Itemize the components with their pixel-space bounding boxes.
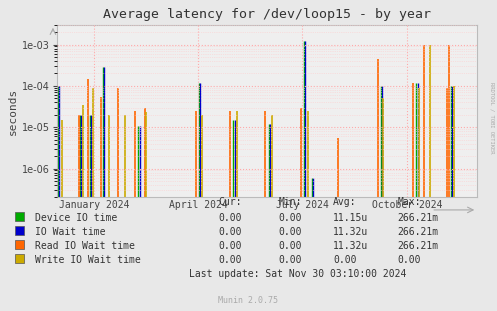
- Text: 0.00: 0.00: [278, 255, 302, 265]
- Text: 11.32u: 11.32u: [333, 227, 368, 237]
- Y-axis label: seconds: seconds: [8, 88, 18, 135]
- Text: IO Wait time: IO Wait time: [35, 227, 105, 237]
- Text: Device IO time: Device IO time: [35, 213, 117, 223]
- Text: 0.00: 0.00: [278, 213, 302, 223]
- Text: Write IO Wait time: Write IO Wait time: [35, 255, 141, 265]
- Text: 0.00: 0.00: [398, 255, 421, 265]
- Text: Min:: Min:: [278, 197, 302, 207]
- Text: 0.00: 0.00: [219, 213, 242, 223]
- Text: 266.21m: 266.21m: [398, 227, 439, 237]
- Text: 0.00: 0.00: [278, 227, 302, 237]
- Text: 266.21m: 266.21m: [398, 241, 439, 251]
- Text: 266.21m: 266.21m: [398, 213, 439, 223]
- Text: 0.00: 0.00: [219, 241, 242, 251]
- Text: Munin 2.0.75: Munin 2.0.75: [219, 296, 278, 305]
- Text: Cur:: Cur:: [219, 197, 242, 207]
- Text: 0.00: 0.00: [333, 255, 356, 265]
- Text: 0.00: 0.00: [278, 241, 302, 251]
- Text: Read IO Wait time: Read IO Wait time: [35, 241, 135, 251]
- Text: RRDTOOL / TOBI OETIKER: RRDTOOL / TOBI OETIKER: [490, 82, 495, 154]
- Text: 11.32u: 11.32u: [333, 241, 368, 251]
- Text: 11.15u: 11.15u: [333, 213, 368, 223]
- Text: Last update: Sat Nov 30 03:10:00 2024: Last update: Sat Nov 30 03:10:00 2024: [189, 269, 406, 279]
- Text: 0.00: 0.00: [219, 227, 242, 237]
- Text: Avg:: Avg:: [333, 197, 356, 207]
- Text: 0.00: 0.00: [219, 255, 242, 265]
- Text: Max:: Max:: [398, 197, 421, 207]
- Title: Average latency for /dev/loop15 - by year: Average latency for /dev/loop15 - by yea…: [103, 8, 431, 21]
